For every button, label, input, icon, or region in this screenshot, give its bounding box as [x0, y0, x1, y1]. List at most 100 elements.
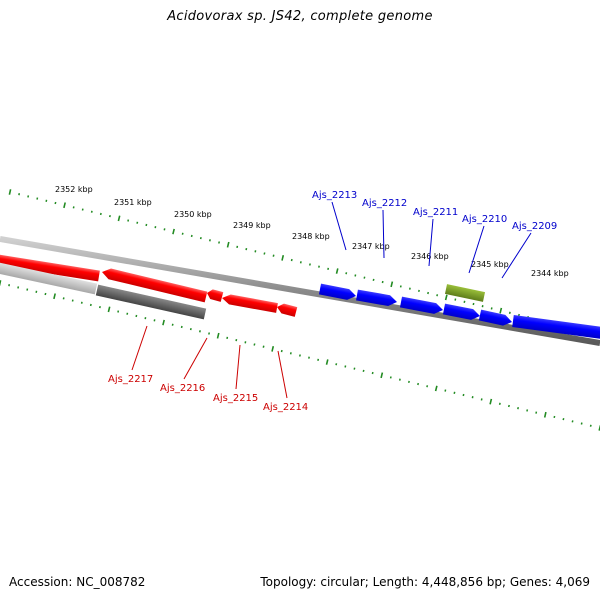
forward-label-leader	[331, 201, 347, 251]
inner-tick-mark	[489, 398, 493, 405]
scale-label: 2348 kbp	[292, 232, 330, 241]
outer-tick-mark	[36, 197, 39, 200]
outer-tick-mark	[54, 201, 57, 205]
inner-tick-mark	[135, 314, 138, 318]
inner-tick-mark	[262, 345, 265, 348]
outer-tick-mark	[45, 199, 48, 202]
inner-tick-mark	[517, 407, 520, 410]
inner-tick-mark	[107, 306, 111, 313]
inner-tick-mark	[362, 369, 365, 372]
outer-tick-mark	[218, 241, 221, 244]
outer-tick-mark	[108, 215, 111, 218]
forward-gene-label: Ajs_2211	[413, 207, 458, 218]
outer-tick-mark	[354, 274, 357, 277]
forward-gene-label: Ajs_2212	[362, 198, 407, 209]
outer-tick-mark	[499, 307, 503, 314]
inner-tick-ring	[0, 280, 600, 431]
inner-tick-mark	[271, 346, 275, 352]
forward-gene-arrow	[399, 296, 444, 314]
inner-tick-mark	[298, 354, 301, 357]
inner-tick-mark	[162, 319, 165, 326]
outer-tick-mark	[199, 237, 202, 240]
outer-tick-mark	[136, 221, 139, 224]
outer-tick-mark	[308, 263, 311, 266]
outer-tick-mark	[272, 254, 275, 257]
forward-gene-arrow	[356, 289, 397, 307]
scale-label: 2344 kbp	[531, 269, 569, 278]
inner-tick-mark	[444, 389, 447, 392]
inner-tick-mark	[198, 330, 201, 333]
inner-tick-mark	[171, 323, 174, 326]
reverse-gene-arrow	[207, 289, 224, 302]
inner-tick-mark	[53, 293, 56, 300]
inner-tick-mark	[180, 325, 183, 329]
outer-tick-mark	[190, 234, 193, 238]
forward-label-leader	[468, 225, 485, 274]
outer-tick-mark	[117, 215, 121, 222]
inner-tick-mark	[44, 292, 47, 296]
outer-tick-mark	[335, 268, 339, 274]
scale-label: 2345 kbp	[471, 260, 509, 269]
gene-labels: Ajs_2213 Ajs_2212 Ajs_2211 Ajs_2210 Ajs_2209…	[108, 190, 557, 413]
inner-tick-mark	[353, 367, 356, 370]
backbone-line	[0, 236, 600, 346]
outer-tick-mark	[381, 280, 384, 284]
reverse-label-leader	[183, 337, 208, 380]
inner-tick-mark	[189, 328, 192, 331]
inner-tick-mark	[480, 398, 483, 401]
outer-tick-mark	[226, 241, 230, 248]
inner-tick-mark	[98, 306, 101, 309]
inner-tick-mark	[89, 303, 92, 307]
outer-tick-mark	[63, 202, 66, 209]
scale-label: 2347 kbp	[352, 242, 390, 251]
forward-gene-arrow	[478, 309, 512, 326]
reverse-label-leader	[277, 350, 288, 399]
scale-label: 2352 kbp	[55, 185, 93, 194]
outer-tick-mark	[172, 228, 175, 235]
gene-features	[0, 254, 600, 339]
outer-tick-mark	[517, 313, 520, 317]
inner-tick-mark	[371, 371, 374, 375]
inner-tick-mark	[26, 288, 29, 291]
reverse-gene-arrow	[277, 303, 298, 317]
inner-tick-mark	[344, 365, 347, 368]
reverse-label-leader	[235, 344, 241, 390]
inner-tick-mark	[571, 420, 574, 423]
inner-tick-mark	[280, 349, 283, 353]
inner-tick-mark	[117, 310, 120, 313]
pseudo-feature-bar	[95, 284, 207, 320]
forward-label-leader	[382, 209, 385, 259]
inner-tick-mark	[407, 380, 410, 383]
outer-tick-mark	[299, 261, 302, 264]
inner-tick-mark	[426, 385, 429, 388]
reverse-gene-label: Ajs_2216	[160, 383, 205, 394]
outer-tick-mark	[27, 195, 30, 198]
inner-tick-mark	[498, 402, 501, 405]
genome-backbone	[0, 236, 600, 346]
forward-gene-label: Ajs_2209	[512, 221, 557, 232]
inner-tick-mark	[289, 352, 292, 355]
inner-tick-mark	[417, 382, 420, 386]
inner-tick-mark	[526, 409, 529, 412]
outer-tick-mark	[444, 294, 448, 301]
inner-tick-mark	[562, 418, 565, 421]
inner-tick-mark	[589, 424, 592, 427]
reverse-gene-label: Ajs_2217	[108, 374, 153, 385]
inner-tick-mark	[335, 363, 338, 366]
outer-tick-mark	[345, 272, 348, 275]
outer-tick-mark	[181, 232, 184, 235]
accession-text: Accession: NC_008782	[9, 575, 146, 589]
forward-gene-arrow	[512, 315, 600, 339]
outer-tick-mark	[263, 252, 266, 255]
forward-gene-label: Ajs_2210	[462, 214, 507, 225]
scale-label: 2350 kbp	[174, 210, 212, 219]
outer-tick-mark	[427, 291, 430, 295]
outer-tick-mark	[390, 281, 394, 288]
outer-tick-mark	[8, 189, 12, 195]
scale-label: 2349 kbp	[233, 221, 271, 230]
inner-tick-mark	[580, 422, 583, 425]
reverse-gene-arrow	[102, 268, 208, 303]
outer-tick-mark	[281, 255, 285, 261]
outer-tick-mark	[208, 239, 211, 242]
